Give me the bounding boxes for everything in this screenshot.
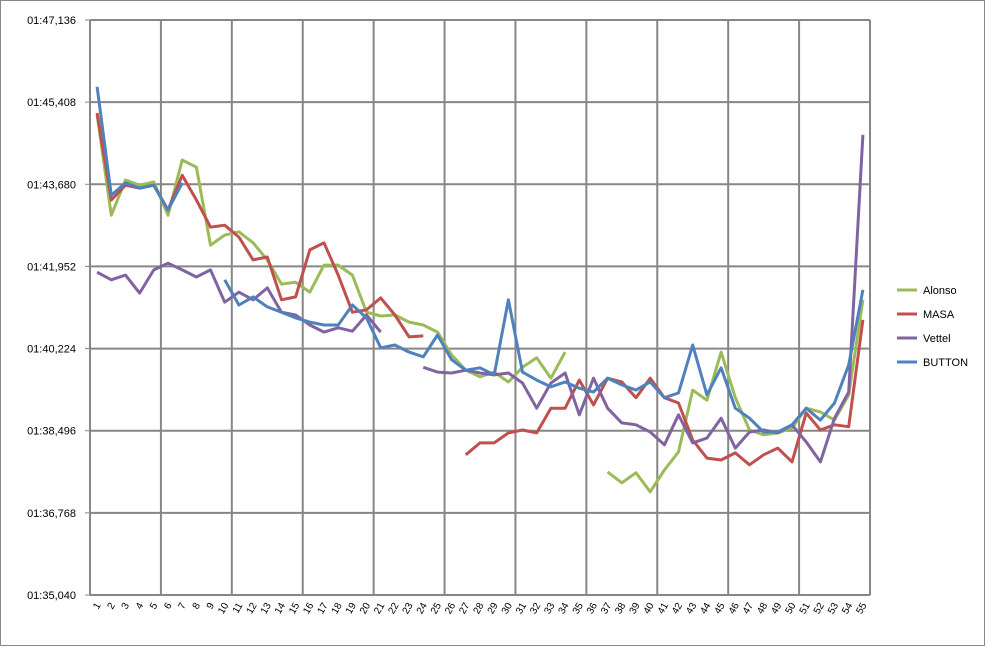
y-tick-label: 01:38,496	[27, 426, 76, 438]
y-tick-label: 01:40,224	[27, 344, 76, 356]
series-line	[95, 86, 184, 212]
x-tick-label: 45	[713, 601, 728, 617]
x-tick-label: 1	[91, 601, 104, 612]
x-tick-label: 50	[784, 601, 799, 617]
x-tick-label: 33	[542, 601, 557, 617]
series-line	[606, 299, 865, 494]
series-line	[96, 261, 382, 334]
x-tick-label: 31	[514, 601, 529, 617]
y-tick-label: 01:35,040	[27, 590, 76, 602]
legend-label: Alonso	[923, 285, 957, 297]
x-tick-label: 8	[191, 601, 204, 612]
x-tick-label: 20	[358, 601, 373, 617]
x-tick-label: 41	[656, 601, 671, 617]
x-tick-label: 22	[386, 601, 401, 617]
x-tick-label: 14	[273, 601, 288, 617]
x-tick-label: 34	[557, 601, 572, 617]
x-tick-label: 9	[205, 601, 218, 612]
x-tick-label: 16	[301, 601, 316, 617]
y-tick-label: 01:45,408	[27, 97, 76, 109]
x-tick-label: 17	[316, 601, 331, 617]
x-tick-label: 27	[457, 601, 472, 617]
y-tick-label: 01:47,136	[27, 15, 76, 27]
x-tick-label: 7	[176, 601, 189, 612]
x-tick-label: 35	[571, 601, 586, 617]
legend-label: BUTTON	[923, 357, 968, 369]
x-tick-label: 32	[528, 601, 543, 617]
x-tick-label: 28	[472, 601, 487, 617]
x-tick-label: 19	[344, 601, 359, 617]
x-tick-label: 24	[415, 601, 430, 617]
x-tick-label: 37	[599, 601, 614, 617]
x-tick-label: 43	[684, 601, 699, 617]
y-tick-label: 01:41,952	[27, 261, 76, 273]
x-tick-label: 2	[106, 601, 119, 612]
series-line	[223, 279, 865, 434]
x-tick-label: 54	[840, 601, 855, 617]
x-tick-label: 51	[798, 601, 813, 617]
x-tick-label: 10	[216, 601, 231, 617]
x-tick-label: 44	[698, 601, 713, 617]
x-tick-label: 47	[741, 601, 756, 617]
y-tick-label: 01:43,680	[27, 179, 76, 191]
x-tick-label: 46	[727, 601, 742, 617]
x-tick-label: 4	[134, 601, 147, 612]
x-tick-label: 48	[755, 601, 770, 617]
x-tick-label: 38	[613, 601, 628, 617]
x-tick-label: 29	[486, 601, 501, 617]
x-tick-label: 30	[500, 601, 515, 617]
x-tick-label: 6	[162, 601, 175, 612]
x-tick-label: 39	[628, 601, 643, 617]
x-tick-label: 25	[429, 601, 444, 617]
legend-label: Vettel	[923, 333, 951, 345]
legend-label: MASA	[923, 309, 955, 321]
x-tick-label: 5	[148, 601, 161, 612]
x-tick-label: 12	[245, 601, 260, 617]
x-tick-label: 36	[585, 601, 600, 617]
x-tick-label: 52	[812, 601, 827, 617]
x-tick-label: 13	[259, 601, 274, 617]
x-tick-label: 26	[443, 601, 458, 617]
x-tick-label: 18	[330, 601, 345, 617]
x-tick-label: 15	[287, 601, 302, 617]
x-tick-label: 3	[120, 601, 133, 612]
x-tick-label: 55	[854, 601, 869, 617]
x-tick-label: 21	[372, 601, 387, 617]
x-tick-label: 42	[670, 601, 685, 617]
x-tick-label: 40	[642, 601, 657, 617]
x-tick-label: 49	[769, 601, 784, 617]
y-tick-label: 01:36,768	[27, 508, 76, 520]
x-tick-label: 23	[401, 601, 416, 617]
x-tick-label: 53	[826, 601, 841, 617]
